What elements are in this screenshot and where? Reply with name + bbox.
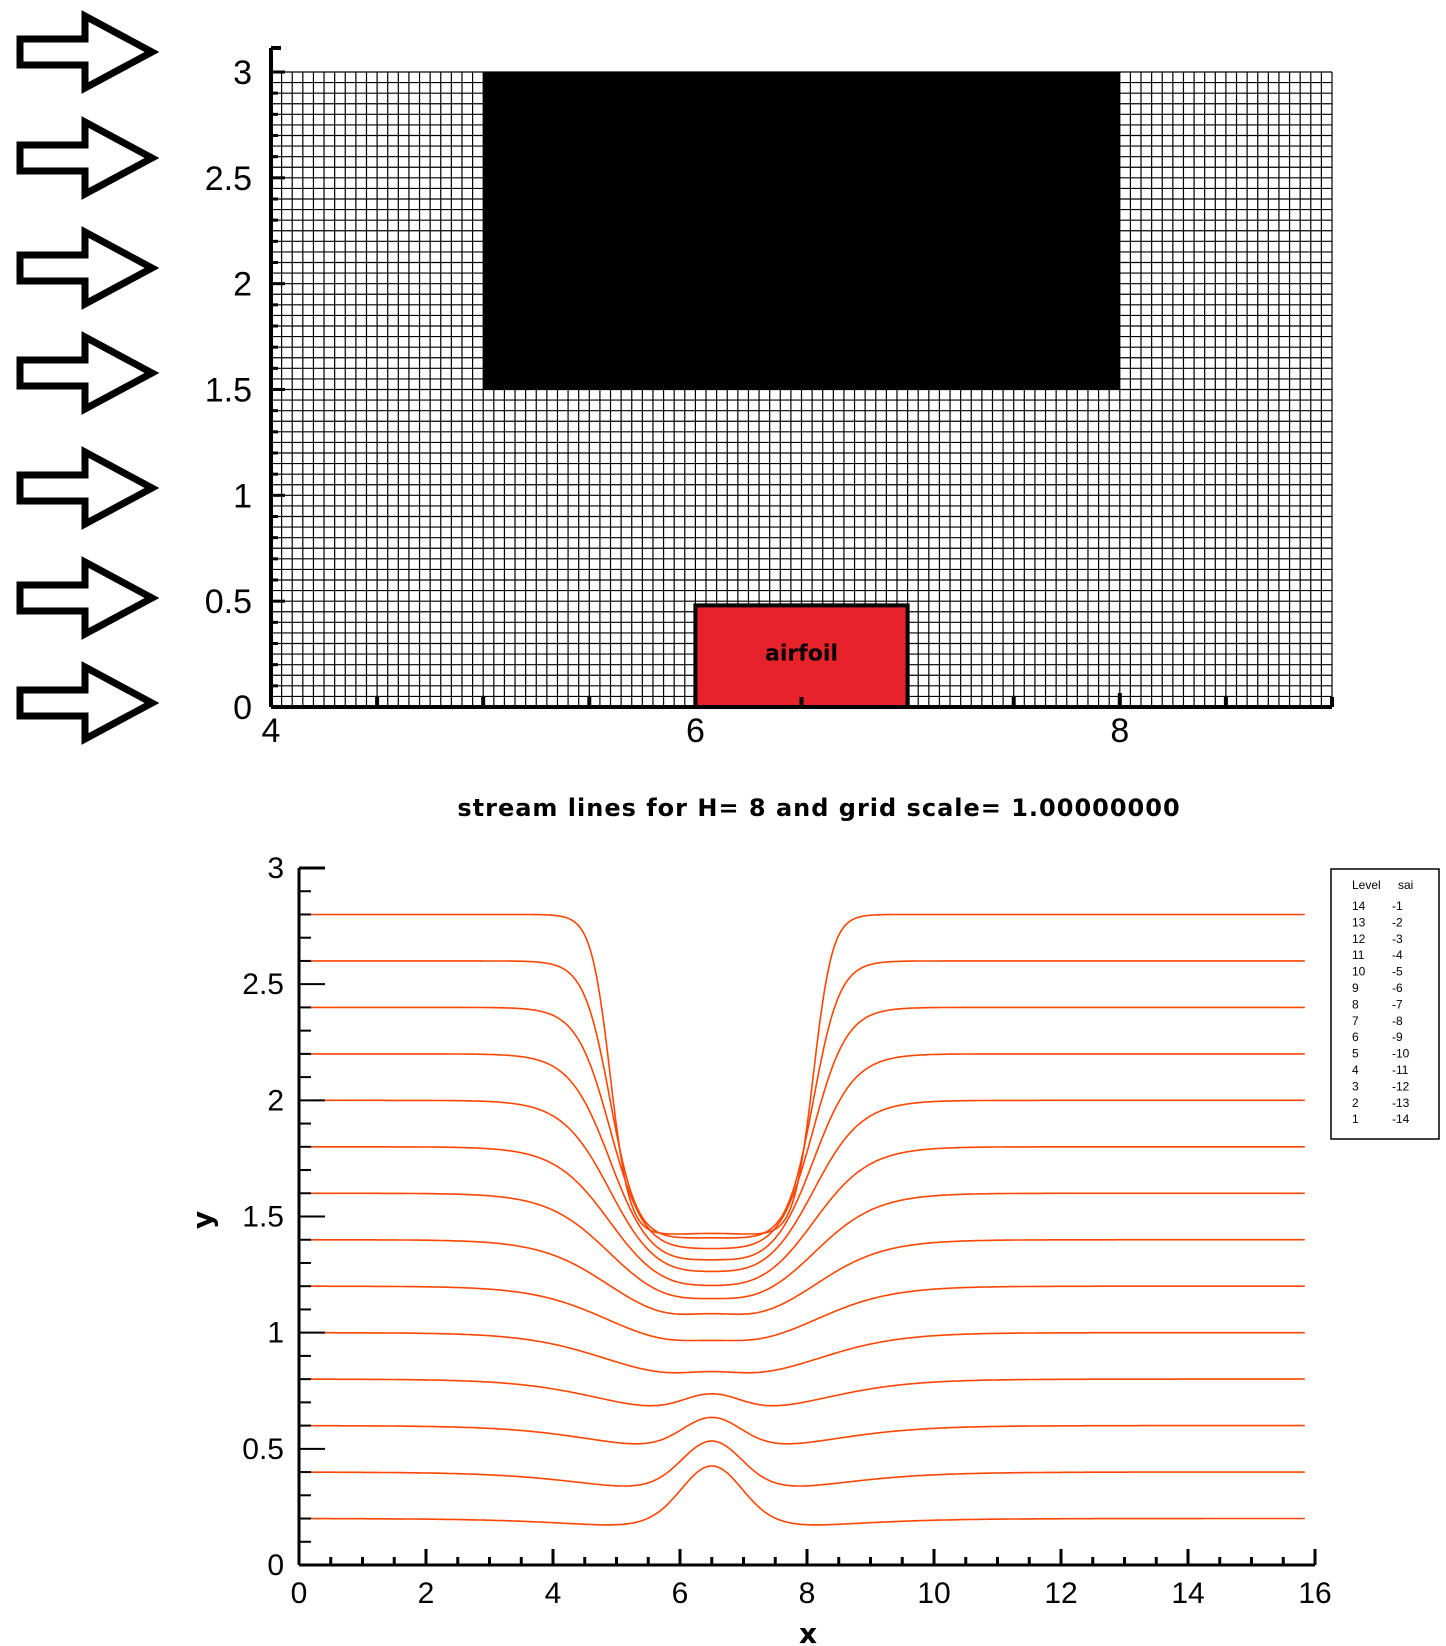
- y-tick-label: 2.5: [205, 160, 252, 198]
- streamline-level-10: [309, 1099, 1305, 1273]
- y-tick-label: 0.5: [205, 583, 252, 621]
- legend-sai: -8: [1392, 1014, 1403, 1028]
- x-axis-label: x: [799, 1617, 817, 1646]
- chart-title: stream lines for H= 8 and grid scale= 1.…: [457, 794, 1180, 822]
- streamline-axes: 0 2 4 6 8 10 12 14 16 0 0.5 1 1.5 2 2.5 3: [242, 852, 1331, 1610]
- streamline-level-14: [309, 913, 1305, 1235]
- legend-sai: -3: [1392, 932, 1403, 946]
- x-tick-label: 14: [1171, 1577, 1204, 1610]
- x-tick-label: 4: [545, 1577, 562, 1610]
- legend-sai: -13: [1392, 1096, 1410, 1110]
- legend-sai: -10: [1392, 1047, 1410, 1061]
- y-tick-label: 2: [233, 266, 252, 304]
- x-tick-label: 4: [262, 712, 281, 750]
- right-arrow-icon: [16, 226, 160, 310]
- legend-sai: -9: [1392, 1030, 1403, 1044]
- grid-diagram: airfoil 4 6 8 0 0.5 1 1.5 2 2.5 3: [205, 46, 1334, 750]
- streamline-level-2: [309, 1440, 1305, 1487]
- legend-level: 7: [1352, 1014, 1359, 1028]
- legend-level: 13: [1352, 915, 1366, 929]
- streamline-series: [309, 913, 1305, 1526]
- obstacle-block: [483, 72, 1120, 390]
- streamline-level-8: [309, 1192, 1305, 1300]
- x-tick-label: 10: [917, 1577, 950, 1610]
- x-tick-label: 8: [1110, 712, 1129, 750]
- legend-level: 12: [1352, 932, 1366, 946]
- legend-level: 14: [1352, 899, 1366, 913]
- y-tick-label: 3: [233, 54, 252, 92]
- right-arrow-icon: [16, 556, 160, 640]
- y-tick-label: 1: [233, 477, 252, 515]
- streamline-level-12: [309, 1006, 1305, 1250]
- legend-sai: -4: [1392, 948, 1403, 962]
- right-arrow-icon: [16, 331, 160, 415]
- x-tick-label: 8: [799, 1577, 816, 1610]
- right-arrow-icon: [16, 661, 160, 745]
- legend-sai: -12: [1392, 1079, 1410, 1093]
- streamline-chart: 0 2 4 6 8 10 12 14 16 0 0.5 1 1.5 2 2.5 3 x y: [186, 852, 1332, 1646]
- legend-level: 5: [1352, 1047, 1359, 1061]
- streamline-level-1: [309, 1465, 1305, 1526]
- legend-level: 11: [1352, 948, 1365, 962]
- legend-level: 4: [1352, 1063, 1359, 1077]
- legend-level: 9: [1352, 981, 1359, 995]
- legend-sai: -6: [1392, 981, 1403, 995]
- legend-sai: -2: [1392, 915, 1403, 929]
- streamline-level-13: [309, 960, 1305, 1239]
- legend-level: 3: [1352, 1079, 1359, 1093]
- y-axis-label: y: [186, 1211, 219, 1229]
- x-tick-label: 6: [672, 1577, 689, 1610]
- y-tick-label: 0: [233, 689, 252, 727]
- y-tick-label: 2: [267, 1084, 284, 1117]
- legend-box: [1330, 868, 1440, 1140]
- legend-sai: -1: [1392, 899, 1403, 913]
- legend-sai: -11: [1392, 1063, 1409, 1077]
- y-tick-label: 3: [267, 852, 284, 885]
- y-tick-label: 0.5: [242, 1433, 284, 1466]
- x-tick-label: 12: [1044, 1577, 1077, 1610]
- y-tick-label: 1.5: [242, 1201, 284, 1234]
- legend-level: 6: [1352, 1030, 1359, 1044]
- streamline-level-11: [309, 1053, 1305, 1261]
- grid-axes: 4 6 8 0 0.5 1 1.5 2 2.5 3: [205, 46, 1334, 750]
- y-tick-label: 1.5: [205, 372, 252, 410]
- y-tick-label: 1: [267, 1317, 284, 1350]
- streamline-level-5: [309, 1331, 1305, 1374]
- streamline-level-6: [309, 1285, 1305, 1342]
- streamline-level-7: [309, 1238, 1305, 1316]
- right-arrow-icon: [16, 116, 160, 200]
- streamline-level-3: [309, 1416, 1305, 1445]
- y-tick-label: 2.5: [242, 968, 284, 1001]
- legend-sai: -14: [1392, 1112, 1410, 1126]
- legend-header-sai: sai: [1398, 878, 1413, 892]
- y-tick-label: 0: [267, 1549, 284, 1582]
- streamline-level-4: [309, 1378, 1305, 1407]
- x-tick-label: 16: [1298, 1577, 1331, 1610]
- right-arrow-icon: [16, 446, 160, 530]
- legend-level: 1: [1352, 1112, 1359, 1126]
- legend-level: 2: [1352, 1096, 1359, 1110]
- x-tick-label: 2: [418, 1577, 435, 1610]
- x-tick-label: 0: [291, 1577, 308, 1610]
- airfoil-box: [693, 603, 910, 710]
- legend-level: 10: [1352, 965, 1366, 979]
- inflow-arrows: [16, 10, 160, 745]
- x-tick-label: 6: [686, 712, 705, 750]
- legend-header-level: Level: [1352, 878, 1381, 892]
- legend-sai: -5: [1392, 965, 1403, 979]
- streamline-level-9: [309, 1146, 1305, 1287]
- legend-sai: -7: [1392, 997, 1403, 1011]
- legend-level: 8: [1352, 997, 1359, 1011]
- right-arrow-icon: [16, 10, 160, 94]
- airfoil-label: airfoil: [765, 641, 838, 666]
